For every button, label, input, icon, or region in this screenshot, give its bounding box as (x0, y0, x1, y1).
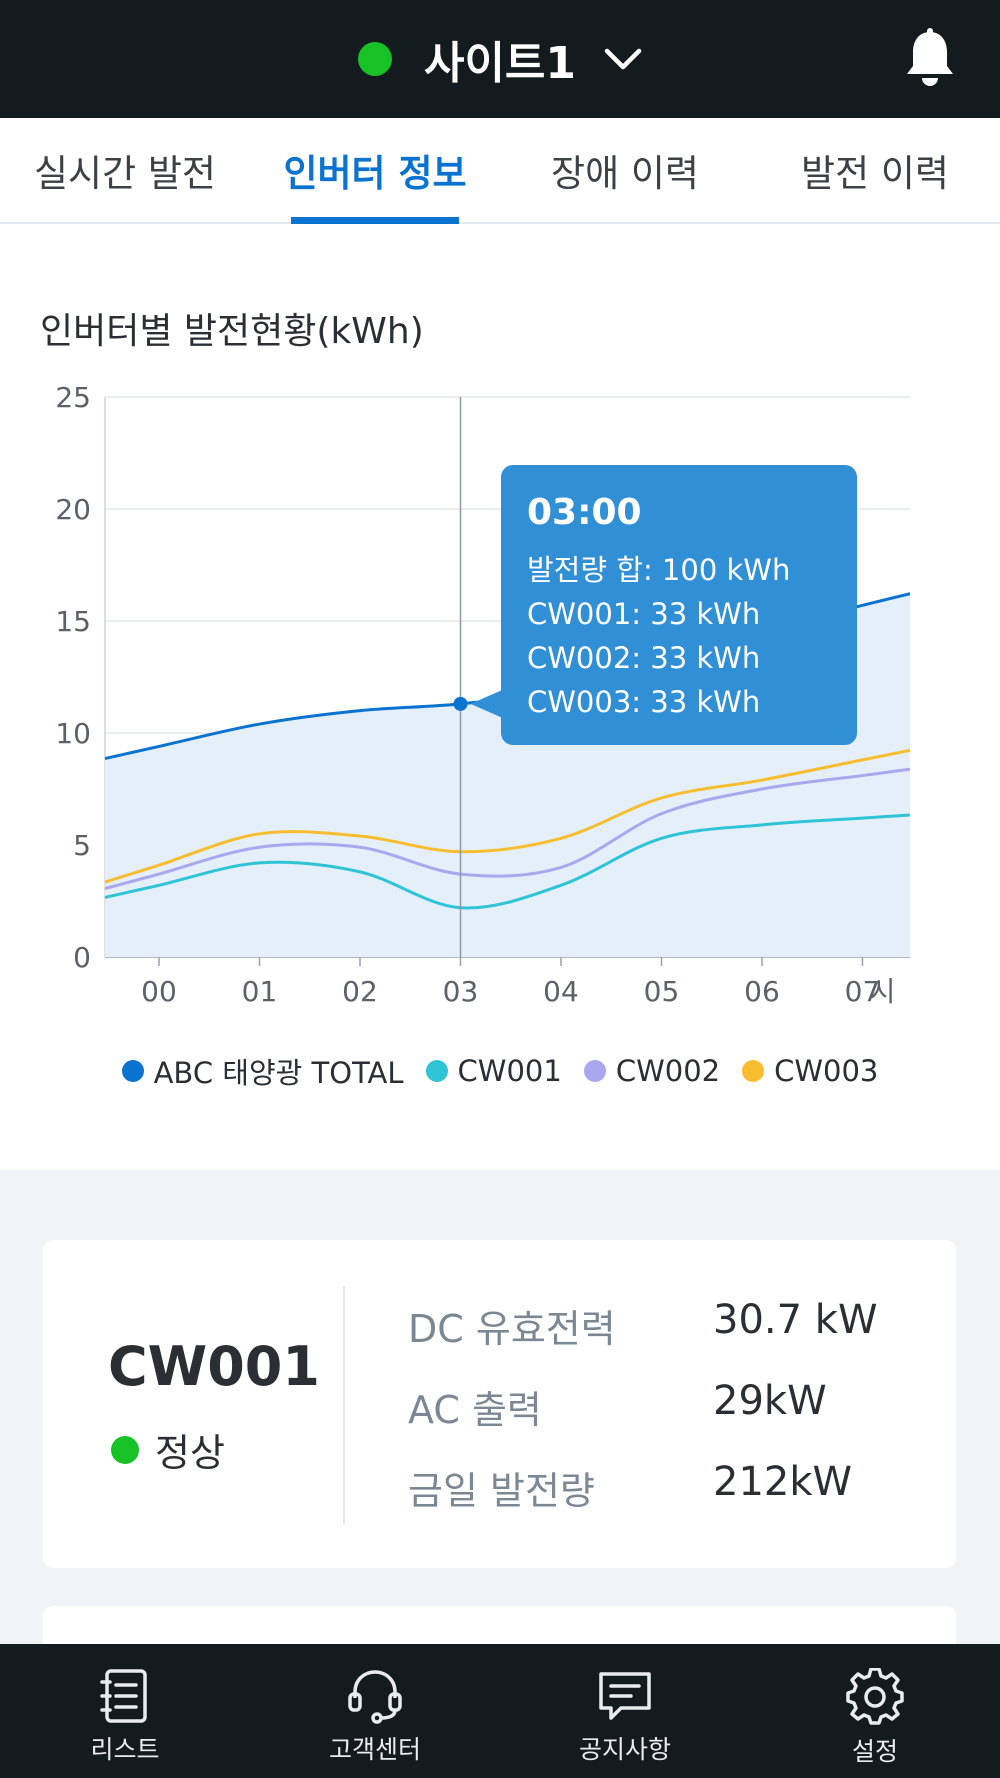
y-tick-label: 5 (73, 829, 91, 862)
y-tick-label: 15 (55, 605, 91, 638)
legend-dot (425, 1060, 448, 1082)
notice-icon (599, 1672, 651, 1720)
bell-icon[interactable] (904, 28, 956, 88)
y-tick-label: 20 (55, 493, 91, 526)
inverter-id: CW001 (108, 1335, 320, 1398)
tooltip-line: CW002: 33 kWh (527, 641, 760, 675)
tab-generation-history[interactable]: 발전 이력 (801, 152, 949, 195)
list-icon (100, 1669, 147, 1723)
legend-item[interactable]: CW003 (742, 1050, 878, 1092)
series-line-2 (105, 767, 910, 891)
x-tick-label: 04 (543, 975, 579, 1008)
tooltip-pointer (470, 689, 503, 718)
nav-settings-label: 설정 (851, 1737, 898, 1766)
nav-notice[interactable]: 공지사항 (500, 1644, 750, 1778)
x-tick-label: 01 (242, 975, 278, 1008)
legend-label: CW001 (457, 1054, 562, 1088)
legend-item[interactable]: CW002 (583, 1050, 721, 1092)
x-tick-label: 00 (141, 975, 177, 1008)
tab-inverter-info[interactable]: 인버터 정보 (250, 118, 500, 224)
y-tick-label: 10 (55, 717, 91, 750)
tooltip-line: CW003: 33 kWh (527, 685, 760, 719)
legend-item[interactable]: CW001 (425, 1050, 562, 1092)
y-tick-label: 25 (55, 381, 91, 414)
legend-label: CW002 (615, 1054, 721, 1088)
daily-generation-label: 금일 발전량 (408, 1469, 595, 1513)
chevron-down-icon (604, 48, 642, 70)
x-tick-label: 05 (644, 975, 680, 1008)
dc-power-label: DC 유효전력 (408, 1307, 616, 1351)
tab-realtime[interactable]: 실시간 발전 (34, 152, 216, 195)
nav-settings[interactable]: 설정 (750, 1644, 1000, 1778)
site-name: 사이트1 (423, 38, 577, 89)
nav-customer-center[interactable]: 고객센터 (250, 1644, 500, 1778)
tooltip-title: 03:00 (527, 492, 642, 533)
dc-power-value: 30.7 kW (713, 1297, 878, 1343)
bottom-nav: 리스트 고객센터 공지사항 설정 (0, 1644, 1000, 1778)
nav-notice-label: 공지사항 (578, 1735, 671, 1764)
inverter-status: 정상 (111, 1422, 225, 1477)
status-dot (111, 1435, 139, 1464)
nav-customer-center-label: 고객센터 (328, 1735, 421, 1764)
legend-item[interactable]: ABC 태양광 TOTAL (121, 1050, 404, 1092)
top-bar: 사이트1 (0, 0, 1000, 118)
tooltip-line: CW001: 33 kWh (527, 597, 760, 631)
legend-dot (121, 1060, 144, 1082)
chart-title: 인버터별 발전현황(kWh) (40, 311, 424, 352)
nav-list[interactable]: 리스트 (0, 1644, 250, 1778)
inverter-card[interactable]: CW001 정상 DC 유효전력 30.7 kW AC 출력 29kW 금일 발… (43, 1240, 956, 1568)
ac-output-label: AC 출력 (408, 1388, 542, 1432)
status-label: 정상 (155, 1431, 225, 1475)
legend-label: ABC 태양광 TOTAL (153, 1056, 404, 1090)
series-line-1 (105, 813, 910, 910)
chart-panel: 인버터별 발전현황(kWh) 0 5 10 15 20 25 00 01 02 03 04 05 06 0… (0, 224, 1000, 1170)
daily-generation-value: 212kW (713, 1459, 853, 1505)
x-tick-label: 06 (744, 975, 780, 1008)
chart-legend: ABC 태양광 TOTAL CW001 CW002 CW003 (0, 1050, 1000, 1092)
x-unit-label: 시 (870, 975, 896, 1008)
tooltip-line: 발전량 합: 100 kWh (527, 553, 790, 587)
headset-icon (348, 1670, 402, 1724)
site-selector[interactable]: 사이트1 (0, 0, 1000, 118)
card-divider (343, 1286, 345, 1524)
x-tick-label: 02 (342, 975, 378, 1008)
x-tick-label: 07 (845, 975, 881, 1008)
legend-dot (583, 1060, 606, 1082)
legend-dot (742, 1060, 765, 1082)
tab-bar: 실시간 발전 인버터 정보 장애 이력 발전 이력 (0, 118, 1000, 224)
site-status-dot (357, 42, 392, 76)
hover-point (453, 696, 468, 711)
tab-fault-history[interactable]: 장애 이력 (551, 152, 699, 195)
x-tick-label: 03 (443, 975, 479, 1008)
gear-icon (846, 1668, 904, 1725)
legend-label: CW003 (774, 1054, 879, 1088)
series-line-3 (105, 748, 910, 884)
y-tick-label: 0 (73, 941, 91, 974)
ac-output-value: 29kW (713, 1378, 827, 1424)
nav-list-label: 리스트 (90, 1735, 160, 1764)
tooltip-box (501, 465, 857, 745)
